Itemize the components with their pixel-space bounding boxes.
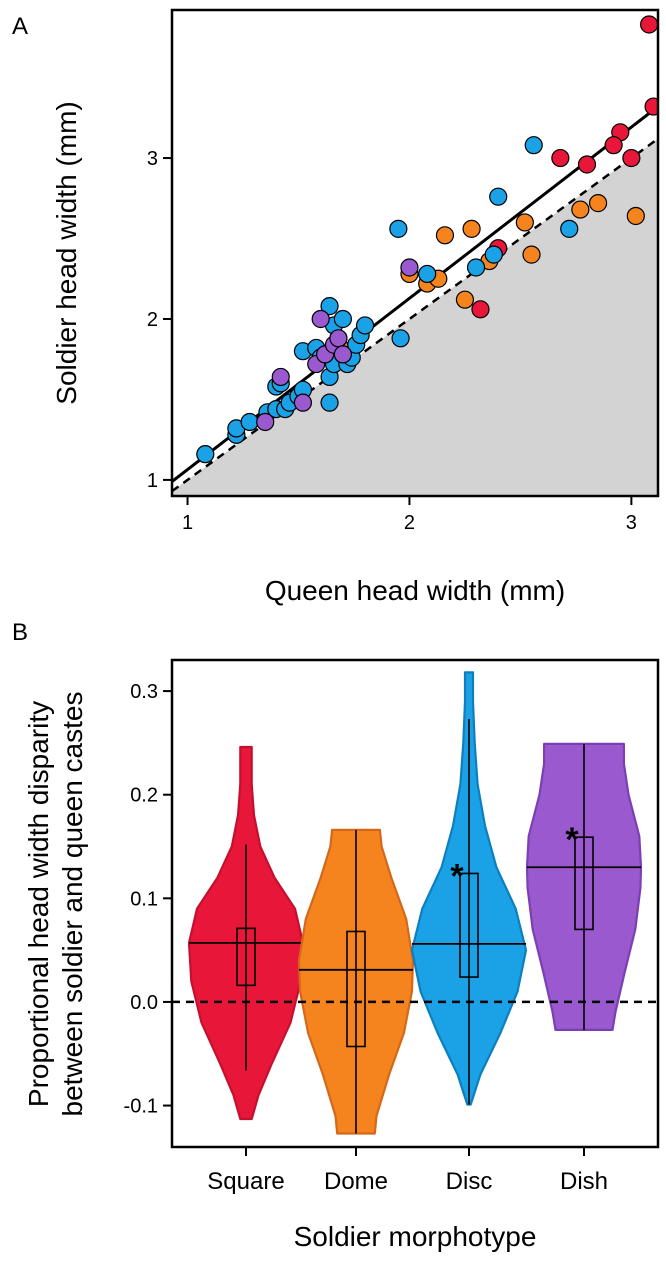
point-dish: [271, 367, 290, 387]
violin-groups: **: [187, 671, 643, 1135]
y-tick-label: 2: [147, 309, 158, 331]
panel-b-y-title-line-1: Proportional head width disparity: [23, 701, 54, 1107]
point-dome: [571, 200, 590, 219]
point-dish: [293, 393, 313, 412]
point-disc: [418, 264, 437, 284]
point-dish: [311, 309, 330, 329]
point-square: [577, 155, 597, 174]
point-disc: [355, 316, 375, 335]
point-dome: [626, 206, 645, 226]
panel-b-frame: [170, 658, 660, 1149]
one-to-one-dashed-line: [172, 137, 658, 493]
significance-asterisk: *: [565, 821, 579, 859]
iqr-box: [459, 872, 479, 978]
iqr-box: [236, 927, 256, 987]
point-dome: [455, 290, 475, 309]
violin-disc: *: [410, 671, 528, 1106]
panel-a-frame: [170, 8, 660, 498]
category-label: Dish: [560, 1168, 608, 1195]
point-disc: [320, 393, 339, 412]
panel-b-label: B: [12, 619, 28, 646]
point-disc: [240, 412, 259, 432]
panel-a-label: A: [12, 13, 28, 40]
y-tick-label: -0.1: [124, 1096, 158, 1118]
point-disc: [320, 297, 339, 316]
point-dome: [515, 213, 534, 232]
y-tick-label: 3: [147, 148, 158, 170]
point-disc: [391, 329, 410, 348]
panel-a-scatter: A 1 2 3 1 2 3 Queen head width (mm) Soldier …: [12, 8, 660, 606]
point-square: [604, 136, 623, 155]
panel-a-plot-area: [172, 15, 658, 496]
point-square: [471, 300, 490, 319]
point-dome: [588, 194, 608, 213]
category-label: Square: [207, 1168, 284, 1195]
violin-dome: [297, 828, 415, 1135]
point-disc: [489, 187, 508, 206]
category-label: Disc: [446, 1168, 493, 1195]
point-disc: [524, 136, 543, 155]
point-square: [640, 15, 658, 34]
y-tick-label: 1: [147, 470, 158, 492]
violin-square: [187, 745, 305, 1121]
point-square: [622, 148, 641, 168]
panel-a-x-axis: 1 2 3: [182, 496, 637, 534]
point-dish: [400, 258, 419, 277]
point-dish: [256, 412, 275, 432]
point-disc: [466, 258, 486, 277]
y-tick-label: 0.1: [130, 888, 158, 910]
panel-b-y-axis: -0.1 0.0 0.1 0.2 0.3: [124, 681, 172, 1118]
x-tick-label: 2: [404, 512, 415, 534]
point-dome: [522, 245, 541, 264]
panel-b-violin: B ** -0.10.00.10.20.3 Square Dome Disc Dish…: [12, 619, 660, 1252]
panel-b-y-title-line-2: between soldier and queen castes: [57, 692, 88, 1117]
point-disc: [560, 219, 579, 238]
point-square: [551, 148, 570, 168]
point-dome: [462, 219, 481, 238]
point-dome: [435, 226, 455, 245]
y-tick-label: 0.3: [130, 681, 158, 703]
scatter-points: [196, 15, 658, 464]
point-disc: [389, 219, 408, 238]
violin-dish: *: [525, 742, 643, 1032]
y-tick-label: 0.2: [130, 785, 158, 807]
panel-b-x-axis: Square Dome Disc Dish: [207, 1147, 608, 1195]
significance-asterisk: *: [450, 857, 464, 895]
panel-b-x-title: Soldier morphotype: [294, 1221, 537, 1252]
point-dish: [333, 345, 352, 364]
point-disc: [484, 245, 503, 264]
x-tick-label: 3: [626, 512, 637, 534]
category-label: Dome: [324, 1168, 388, 1195]
point-square: [644, 97, 658, 116]
point-dish: [329, 329, 348, 348]
y-tick-label: 0.0: [130, 992, 158, 1014]
iqr-box: [346, 930, 366, 1048]
point-disc: [196, 445, 215, 464]
panel-a-y-axis: 1 2 3: [147, 148, 172, 492]
point-disc: [333, 309, 352, 329]
iqr-box: [574, 836, 594, 931]
x-tick-label: 1: [182, 512, 193, 534]
panel-a-y-title: Soldier head width (mm): [51, 101, 82, 404]
panel-a-x-title: Queen head width (mm): [265, 575, 565, 606]
